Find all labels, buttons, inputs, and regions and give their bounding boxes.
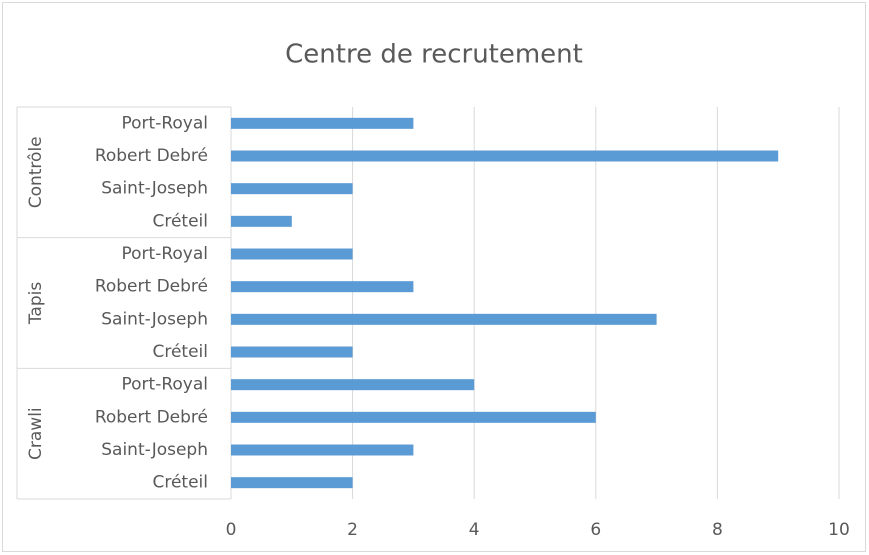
y-tick-label: Port-Royal	[122, 113, 209, 133]
bar	[231, 477, 353, 489]
bar	[231, 150, 779, 162]
bar	[231, 183, 353, 195]
y-tick-label: Port-Royal	[122, 375, 209, 395]
y-tick-label: Port-Royal	[122, 244, 209, 264]
y-tick-label: Saint-Joseph	[101, 440, 208, 460]
y-tick-label: Saint-Joseph	[101, 309, 208, 329]
bar	[231, 281, 414, 293]
group-label: Tapis	[26, 282, 46, 326]
bar	[231, 313, 657, 325]
chart-title: Centre de recrutement	[285, 40, 583, 70]
y-tick-label: Créteil	[152, 342, 208, 362]
x-tick-label: 0	[226, 520, 237, 540]
x-tick-label: 6	[590, 520, 601, 540]
y-tick-label: Saint-Joseph	[101, 179, 208, 199]
group-label: Contrôle	[26, 136, 46, 208]
x-tick-label: 2	[347, 520, 358, 540]
x-tick-label: 10	[828, 520, 850, 540]
bar	[231, 346, 353, 358]
x-tick-label: 8	[712, 520, 723, 540]
y-tick-label: Robert Debré	[95, 407, 208, 427]
bar	[231, 379, 475, 391]
group-label: Crawli	[26, 407, 46, 460]
bar	[231, 444, 414, 456]
x-tick-label: 4	[469, 520, 480, 540]
bar	[231, 248, 353, 260]
y-tick-label: Robert Debré	[95, 146, 208, 166]
bar	[231, 215, 292, 227]
y-tick-label: Robert Debré	[95, 277, 208, 297]
y-tick-label: Créteil	[152, 211, 208, 231]
bar	[231, 411, 596, 423]
y-tick-label: Créteil	[152, 473, 208, 493]
bar	[231, 117, 414, 129]
